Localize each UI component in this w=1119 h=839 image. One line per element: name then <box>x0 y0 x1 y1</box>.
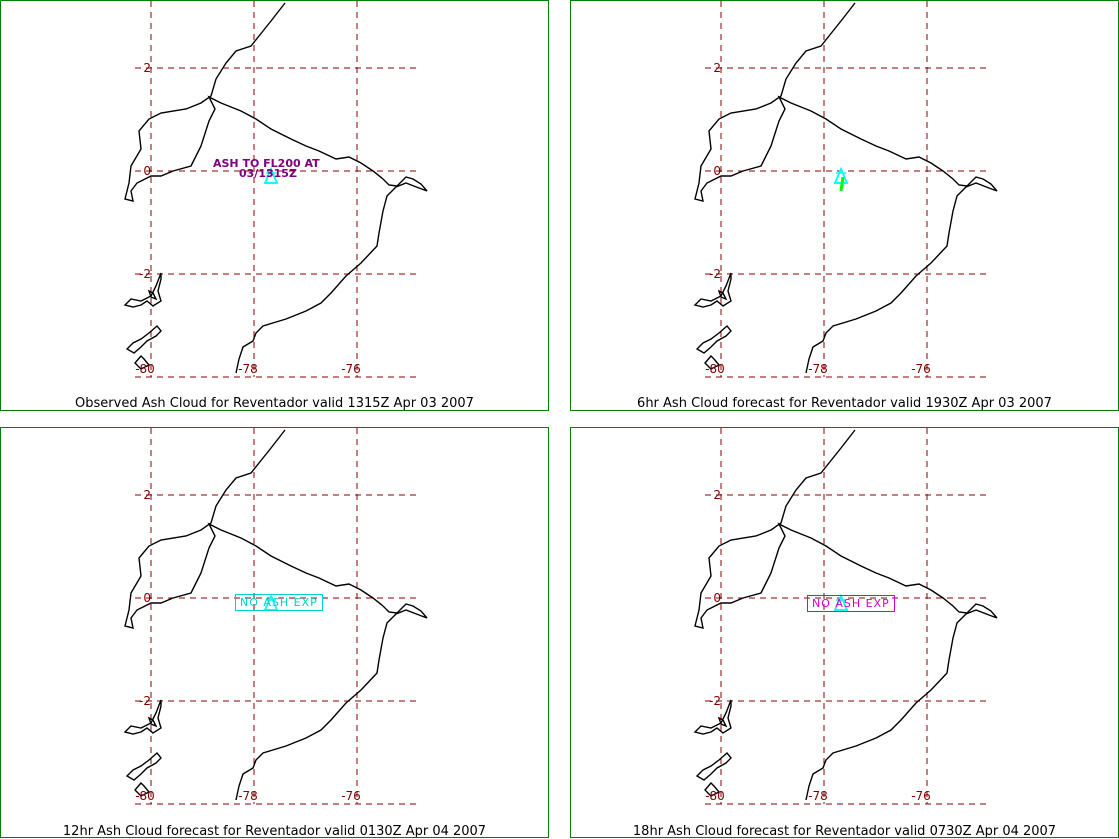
latitude-label: -2 <box>139 267 151 281</box>
latitude-label: 2 <box>143 61 151 75</box>
latitude-label: 0 <box>143 164 151 178</box>
lat-lon-grid <box>135 1 421 378</box>
coastline <box>694 429 998 801</box>
coastline <box>125 324 162 354</box>
latitude-label: 0 <box>143 591 151 605</box>
longitude-label: -78 <box>238 789 258 803</box>
latitude-label: -2 <box>709 694 721 708</box>
map-panel-observed: 2 0 -2 -80 -78 -76 ASH TO FL200 AT 03/1315Z Obs… <box>0 0 549 411</box>
longitude-label: -76 <box>911 789 931 803</box>
longitude-label: -80 <box>705 362 725 376</box>
volcano-triangle-icon <box>263 166 279 184</box>
no-ash-status-box: NO ASH EXP <box>807 595 895 612</box>
latitude-label: 0 <box>713 164 721 178</box>
panel-caption: 6hr Ash Cloud forecast for Reventador va… <box>637 396 1052 411</box>
panel-caption: 18hr Ash Cloud forecast for Reventador v… <box>632 824 1057 838</box>
coastline <box>717 289 728 301</box>
coastline <box>123 699 162 735</box>
lat-lon-grid <box>135 428 421 805</box>
longitude-label: -78 <box>808 789 828 803</box>
coastline <box>147 716 158 728</box>
map-panel-6hr: 2 0 -2 -80 -78 -76 6hr Ash Cloud forecast for… <box>570 0 1119 411</box>
coastline <box>134 781 151 797</box>
coastline <box>717 716 728 728</box>
latitude-label: 2 <box>713 61 721 75</box>
lat-lon-grid <box>705 1 991 378</box>
panel-caption: Observed Ash Cloud for Reventador valid … <box>75 396 474 411</box>
coastline <box>693 272 732 308</box>
panel-caption: 12hr Ash Cloud forecast for Reventador v… <box>62 824 487 838</box>
lat-lon-grid <box>705 428 991 805</box>
coastline <box>694 2 998 374</box>
map-canvas: 2 0 -2 -80 -78 -76 <box>693 428 998 805</box>
longitude-label: -80 <box>705 789 725 803</box>
longitude-label: -78 <box>808 362 828 376</box>
longitude-label: -76 <box>341 362 361 376</box>
latitude-label: 2 <box>713 488 721 502</box>
longitude-label: -78 <box>238 362 258 376</box>
coastline <box>147 289 158 301</box>
forecast-arrow-icon <box>839 176 845 192</box>
coastline <box>124 429 428 801</box>
coastline <box>124 2 428 374</box>
latitude-label: 0 <box>713 591 721 605</box>
longitude-label: -76 <box>911 362 931 376</box>
latitude-label: -2 <box>139 694 151 708</box>
coastline <box>125 751 162 781</box>
longitude-label: -80 <box>135 789 155 803</box>
coastline <box>704 781 721 797</box>
latitude-label: 2 <box>143 488 151 502</box>
coastline <box>134 354 151 370</box>
coastline <box>695 324 732 354</box>
map-panel-18hr: 2 0 -2 -80 -78 -76 NO ASH EXP 18hr Ash Cloud … <box>570 427 1119 838</box>
no-ash-status-box: NO ASH EXP <box>235 594 323 611</box>
coastline <box>123 272 162 308</box>
map-canvas: 2 0 -2 -80 -78 -76 <box>123 428 428 805</box>
map-panel-12hr: 2 0 -2 -80 -78 -76 NO ASH EXP 12hr Ash Cloud … <box>0 427 549 838</box>
coastline <box>704 354 721 370</box>
longitude-label: -80 <box>135 362 155 376</box>
map-canvas: 2 0 -2 -80 -78 -76 <box>693 1 998 378</box>
latitude-label: -2 <box>709 267 721 281</box>
coastline <box>695 751 732 781</box>
volcano-triangle-icon <box>833 593 849 611</box>
ash-annotation: ASH TO FL200 AT <box>213 157 320 170</box>
coastline <box>693 699 732 735</box>
ash-annotation: 03/1315Z <box>239 167 297 180</box>
longitude-label: -76 <box>341 789 361 803</box>
